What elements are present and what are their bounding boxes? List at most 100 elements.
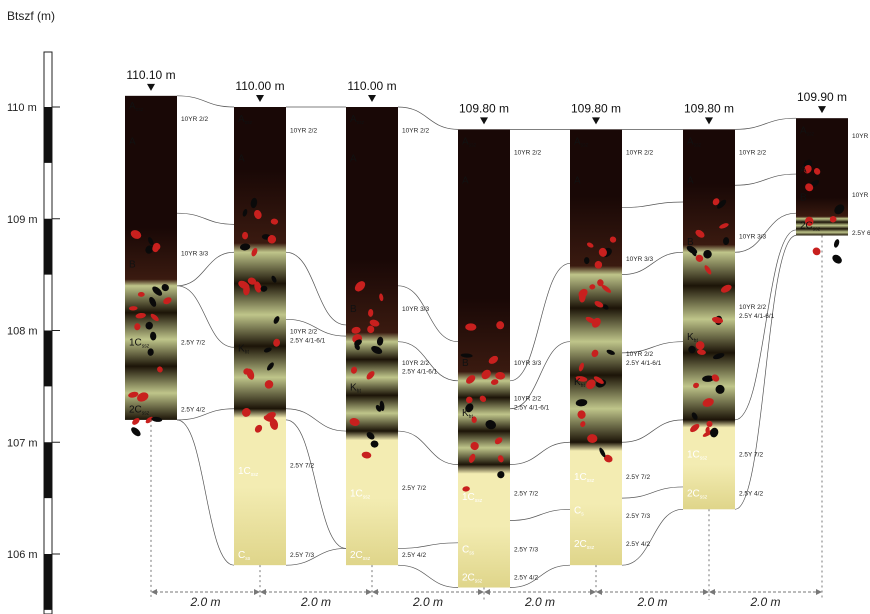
profile-body <box>234 107 286 566</box>
munsell-color-note: 2.5Y 7/3 <box>290 552 314 559</box>
horizon-correlation-line <box>176 212 235 225</box>
ferric-nodule <box>361 451 372 459</box>
horizon-correlation-line <box>285 318 347 337</box>
ferric-nodule <box>711 374 720 382</box>
profile-elevation: 110.00 m <box>347 79 396 93</box>
elevation-marker-icon <box>592 117 600 125</box>
ferric-nodule <box>711 316 724 324</box>
ferric-nodule <box>468 453 476 463</box>
munsell-color-note: 10YR <box>852 192 869 199</box>
horizon-subscript: ssz <box>581 143 589 149</box>
ferric-nodule <box>803 165 812 174</box>
munsell-color-note: 10YR 2/2 <box>290 127 317 134</box>
manganese-concretion <box>147 348 154 356</box>
ferric-nodule <box>593 376 604 384</box>
horizon-subscript: ht <box>694 338 699 344</box>
manganese-concretion <box>370 440 379 448</box>
soil-profile-column: 109.80 m <box>458 101 510 588</box>
arrow-right-icon <box>816 589 822 595</box>
spacing-label: 2.0 m <box>189 595 220 609</box>
horizon-subscript: ht <box>581 383 586 389</box>
horizon-label: A <box>462 176 469 187</box>
ferric-nodule <box>481 369 491 380</box>
manganese-concretion <box>465 403 474 413</box>
horizon-correlation-line <box>509 341 571 410</box>
ferric-nodule <box>594 300 604 308</box>
ferric-nodule <box>494 437 503 445</box>
horizon-label: A <box>687 176 694 187</box>
spacing-dimension: 2.0 m <box>151 589 260 609</box>
ferric-nodule <box>591 317 601 328</box>
ferric-nodule <box>465 323 477 331</box>
ferric-nodule <box>350 366 358 374</box>
munsell-color-note: 2.5Y 4/1-6/1 <box>402 369 438 376</box>
munsell-color-note: 2.5Y 4/2 <box>514 574 538 581</box>
axis-tick-label: 110 m <box>7 102 37 114</box>
ferric-nodule <box>695 254 704 262</box>
ferric-nodule <box>495 372 506 380</box>
ferric-nodule <box>812 247 821 256</box>
horizon-correlation-line <box>509 508 571 521</box>
manganese-concretion <box>485 420 496 430</box>
horizon-subscript: ssz <box>813 226 821 232</box>
ferric-nodule <box>704 265 712 275</box>
manganese-concretion <box>263 347 272 353</box>
profile-body <box>458 129 510 588</box>
manganese-concretion <box>832 254 842 264</box>
ferric-nodule <box>369 319 380 327</box>
ferric-nodule <box>712 198 720 206</box>
ferric-nodule <box>805 216 814 226</box>
ferric-nodule <box>471 416 477 424</box>
soil-profile-column: 109.80 m <box>683 101 735 510</box>
ferric-nodule <box>128 306 138 311</box>
horizon-subscript: ssz <box>807 131 815 137</box>
ferric-nodule <box>137 292 145 297</box>
arrow-right-icon <box>590 589 596 595</box>
spacing-label: 2.0 m <box>636 595 667 609</box>
manganese-concretion <box>273 316 280 324</box>
horizon-subscript: ssz <box>587 545 595 551</box>
manganese-concretion <box>584 257 590 265</box>
horizon-subscript: ss <box>245 556 251 562</box>
manganese-concretion <box>723 237 730 246</box>
horizon-subscript: ssz <box>475 578 483 584</box>
manganese-concretion <box>688 345 696 354</box>
munsell-color-note: 2.5Y 7/3 <box>626 513 650 520</box>
soil-profile-column: 110.00 m <box>346 79 398 566</box>
ruler-segment <box>44 330 52 387</box>
ferric-nodule <box>157 366 163 373</box>
ferric-nodule <box>586 242 594 248</box>
ferric-nodule <box>273 338 281 347</box>
manganese-concretion <box>575 399 588 407</box>
ferric-nodule <box>690 423 700 433</box>
munsell-color-note: 2.5Y 4/2 <box>626 541 650 548</box>
munsell-color-note: 2.5Y 4/1-6/1 <box>626 360 662 367</box>
elevation-marker-icon <box>818 106 826 114</box>
profile-elevation: 110.10 m <box>126 68 175 82</box>
munsell-color-note: 10YR <box>852 133 869 140</box>
arrow-right-icon <box>254 589 260 595</box>
ferric-nodule <box>575 376 588 382</box>
profile-elevation: 109.90 m <box>797 90 847 104</box>
munsell-color-note: 2.5Y 7/2 <box>626 474 650 481</box>
horizon-subscript: ssz <box>357 120 365 126</box>
axis-tick-label: 106 m <box>7 549 38 561</box>
ferric-nodule <box>693 382 700 389</box>
horizon-label: B <box>462 358 469 369</box>
horizon-label: B <box>350 304 357 315</box>
manganese-concretion <box>239 243 251 251</box>
elevation-marker-icon <box>368 95 376 102</box>
soil-profile-column: 109.90 m <box>796 90 848 264</box>
manganese-concretion <box>497 471 505 479</box>
horizon-label: B <box>129 259 136 270</box>
manganese-concretion <box>161 283 169 292</box>
ferric-nodule <box>490 379 499 385</box>
ferric-nodule <box>597 279 604 287</box>
profile-elevation: 109.80 m <box>571 101 621 115</box>
manganese-concretion <box>250 197 258 209</box>
ferric-nodule <box>705 426 710 433</box>
horizon-subscript: ssz <box>469 143 477 149</box>
ferric-nodule <box>609 236 617 243</box>
profile-body <box>570 129 622 566</box>
